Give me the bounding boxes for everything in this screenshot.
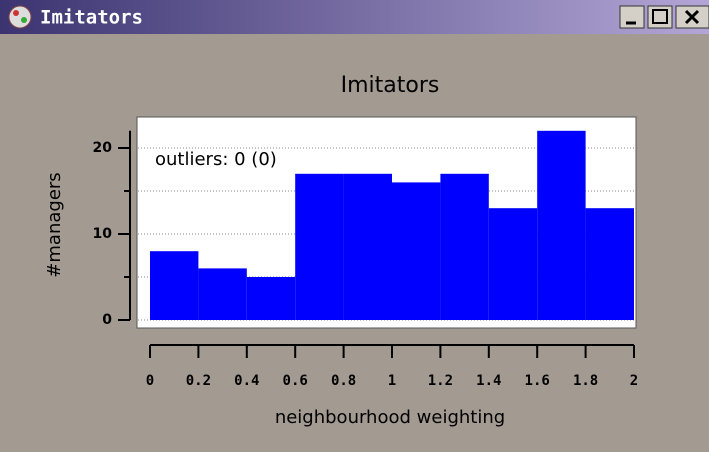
y-tick-label: 10	[93, 226, 113, 242]
maximize-button[interactable]	[647, 5, 673, 29]
bar	[537, 130, 586, 320]
bar	[343, 173, 392, 320]
x-tick-label: 1	[388, 373, 396, 389]
bar	[246, 277, 296, 320]
title-bar	[0, 0, 709, 34]
bar	[488, 208, 538, 320]
x-axis-label: neighbourhood weighting	[275, 407, 505, 428]
x-tick-label: 1.4	[476, 373, 501, 389]
chart-title: Imitators	[341, 73, 440, 98]
x-tick-label: 1.2	[428, 373, 453, 389]
x-tick-label: 2	[630, 373, 638, 389]
bar	[150, 251, 199, 320]
x-tick-label: 0.4	[234, 373, 259, 389]
y-axis-label: #managers	[44, 172, 65, 277]
x-tick-label: 0	[146, 373, 154, 389]
x-tick-label: 0.2	[186, 373, 211, 389]
x-tick-label: 0.8	[331, 373, 356, 389]
bar	[440, 173, 489, 320]
y-tick-label: 0	[102, 312, 112, 328]
annotation: outliers: 0 (0)	[155, 149, 277, 170]
bar	[585, 208, 634, 320]
app-icon-dot	[13, 10, 19, 16]
close-button[interactable]	[675, 5, 709, 29]
bar	[392, 182, 441, 320]
x-tick-label: 0.6	[283, 373, 308, 389]
window-title: Imitators	[40, 7, 143, 29]
minimize-button[interactable]	[619, 5, 645, 29]
x-tick-label: 1.8	[573, 373, 598, 389]
bar	[295, 173, 344, 320]
x-tick-label: 1.6	[525, 373, 550, 389]
bar	[198, 268, 247, 320]
app-icon-dot	[21, 17, 27, 23]
y-tick-label: 20	[93, 140, 113, 156]
app-icon	[8, 5, 32, 29]
